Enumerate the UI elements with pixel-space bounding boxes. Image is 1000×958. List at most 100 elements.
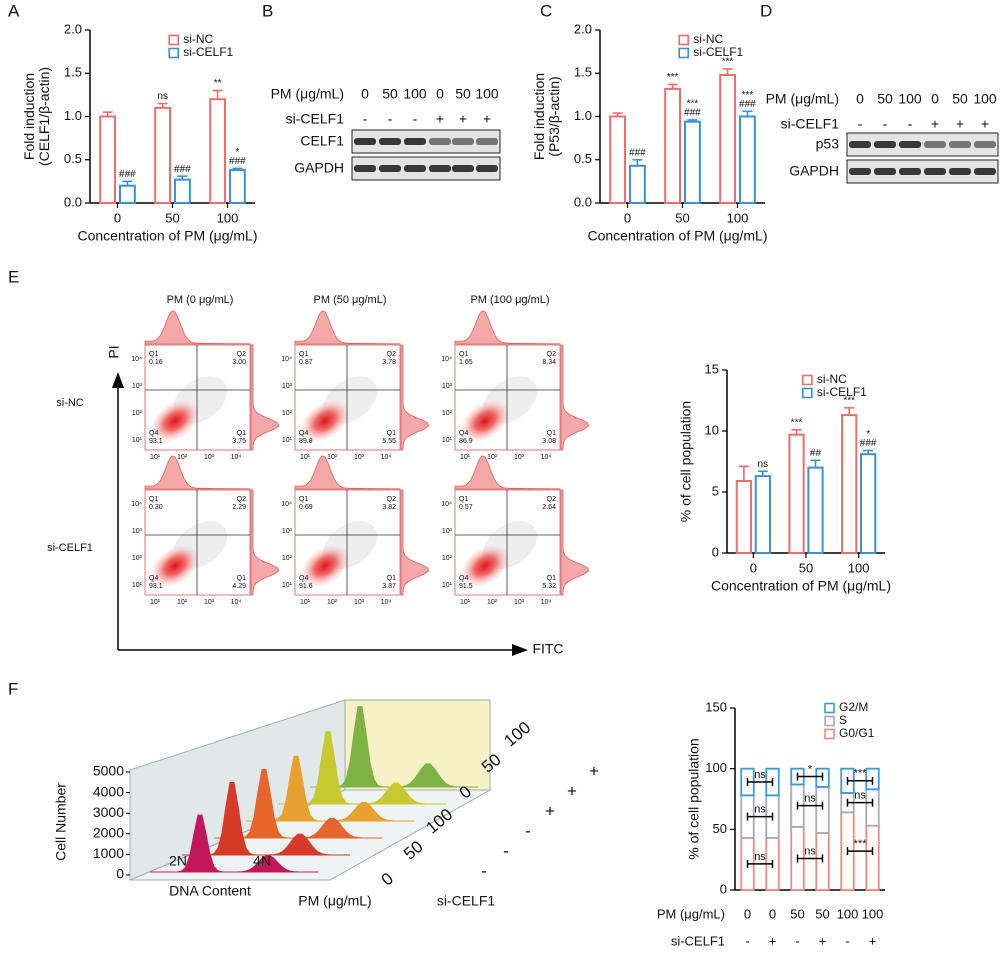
quadrant-value: 3.87 bbox=[382, 583, 396, 590]
legend-swatch bbox=[824, 702, 835, 714]
category-label: 0 bbox=[744, 906, 751, 921]
significance-label: ns bbox=[157, 91, 168, 102]
legend-label: si-NC bbox=[693, 32, 723, 46]
bar bbox=[118, 184, 136, 204]
blot-header: si-CELF1 bbox=[781, 116, 840, 132]
y-tick-label: 50 bbox=[713, 821, 727, 836]
y-tick-label: 10³ bbox=[282, 528, 293, 535]
row-label: PM (μg/mL) bbox=[657, 906, 725, 921]
quadrant-value: 3.78 bbox=[382, 359, 396, 366]
lane-label: 0 bbox=[931, 91, 939, 107]
blot-header: PM (μg/mL) bbox=[271, 86, 344, 102]
y-axis-label: Fold induction bbox=[21, 73, 37, 160]
side-histogram bbox=[400, 489, 430, 596]
x-tick-label: 0 bbox=[624, 210, 631, 225]
quadrant-value: 0.69 bbox=[299, 504, 313, 511]
blot-band bbox=[379, 138, 401, 145]
x-tick-label: 10⁴ bbox=[381, 454, 392, 461]
significance-label: * bbox=[235, 147, 239, 158]
blot-header: si-CELF1 bbox=[286, 111, 345, 127]
y-tick-label: 10³ bbox=[132, 383, 143, 390]
y-axis-label: % of cell population bbox=[686, 738, 702, 859]
quadrant-value: 0.30 bbox=[149, 504, 163, 511]
lane-label: + bbox=[981, 116, 989, 132]
side-histogram bbox=[400, 344, 430, 451]
legend-label: si-CELF1 bbox=[693, 45, 743, 59]
protein-label: GAPDH bbox=[294, 160, 344, 176]
y-axis-label: Cell Number bbox=[53, 783, 69, 861]
lane-label: 0 bbox=[361, 86, 369, 102]
x-tick-label: 10¹ bbox=[300, 599, 311, 606]
category-label: 50 bbox=[790, 906, 804, 921]
depth-label: + bbox=[567, 781, 577, 800]
x-tick-label: 10³ bbox=[204, 599, 215, 606]
lane-label: - bbox=[908, 116, 913, 132]
x-tick-label: 0 bbox=[114, 210, 121, 225]
quadrant-value: 1.65 bbox=[459, 359, 473, 366]
blot-band bbox=[874, 141, 896, 148]
bar bbox=[209, 98, 227, 204]
lane-label: + bbox=[956, 116, 964, 132]
significance-label: *** bbox=[742, 90, 754, 101]
blot-band bbox=[949, 141, 971, 148]
x-tick-label: 10¹ bbox=[150, 599, 161, 606]
lane-label: 100 bbox=[898, 91, 922, 107]
legend-swatch bbox=[802, 374, 813, 386]
quadrant-name: Q1 bbox=[149, 496, 158, 503]
bar bbox=[628, 164, 646, 204]
blot-band bbox=[476, 165, 498, 172]
bar bbox=[154, 106, 172, 204]
significance-label: *** bbox=[667, 72, 679, 83]
bar bbox=[860, 453, 877, 554]
depth-label: - bbox=[525, 821, 531, 840]
quadrant-name: Q1 bbox=[459, 351, 468, 358]
panel-label: C bbox=[540, 1, 552, 20]
significance-label: * bbox=[808, 763, 813, 775]
lane-label: 50 bbox=[952, 91, 968, 107]
category-label: - bbox=[845, 933, 849, 948]
significance-label: ns bbox=[804, 793, 816, 805]
x-tick-label: 10¹ bbox=[150, 454, 161, 461]
quadrant-name: Q1 bbox=[547, 430, 556, 437]
depth-axis-label: si-CELF1 bbox=[437, 893, 496, 909]
quadrant-name: Q1 bbox=[459, 496, 468, 503]
legend-swatch bbox=[802, 387, 813, 399]
x-tick-label: 10² bbox=[487, 599, 498, 606]
significance-label: ### bbox=[229, 156, 246, 167]
lane-label: 0 bbox=[436, 86, 444, 102]
bar bbox=[683, 120, 701, 204]
flow-axis-label: FITC bbox=[532, 641, 563, 657]
depth-label: 100 bbox=[500, 718, 534, 751]
flow-row-label: si-CELF1 bbox=[47, 542, 93, 554]
blot-band bbox=[849, 168, 871, 175]
x-tick-label: 100 bbox=[727, 210, 749, 225]
y-tick-label: 3000 bbox=[93, 804, 124, 820]
x-tick-label: 4N bbox=[253, 853, 271, 869]
quadrant-value: 2.64 bbox=[542, 504, 556, 511]
ridge-peak bbox=[182, 781, 350, 856]
blot-band bbox=[404, 138, 426, 145]
x-tick-label: 10² bbox=[327, 454, 338, 461]
quadrant-name: Q2 bbox=[547, 496, 556, 503]
quadrant-value: 5.32 bbox=[542, 583, 556, 590]
blot-band bbox=[874, 168, 896, 175]
top-histogram bbox=[454, 455, 561, 490]
quadrant-value: 0.57 bbox=[459, 504, 473, 511]
lane-label: - bbox=[883, 116, 888, 132]
y-tick-label: 0.0 bbox=[574, 194, 592, 209]
top-histogram bbox=[144, 455, 251, 490]
significance-label: ns bbox=[754, 851, 766, 863]
legend-swatch bbox=[678, 47, 690, 59]
category-label: - bbox=[795, 933, 799, 948]
pi-arrow-head bbox=[112, 372, 124, 388]
significance-label: *** bbox=[854, 768, 868, 780]
density bbox=[151, 545, 199, 587]
protein-label: p53 bbox=[816, 136, 840, 152]
legend-swatch bbox=[824, 715, 835, 727]
significance-label: ### bbox=[119, 169, 136, 180]
y-tick-label: 5 bbox=[712, 483, 719, 498]
y-tick-label: 150 bbox=[705, 699, 727, 714]
depth-axis-label: PM (μg/mL) bbox=[298, 893, 371, 909]
y-tick-label: 0 bbox=[720, 881, 727, 896]
blot-band bbox=[429, 138, 451, 145]
